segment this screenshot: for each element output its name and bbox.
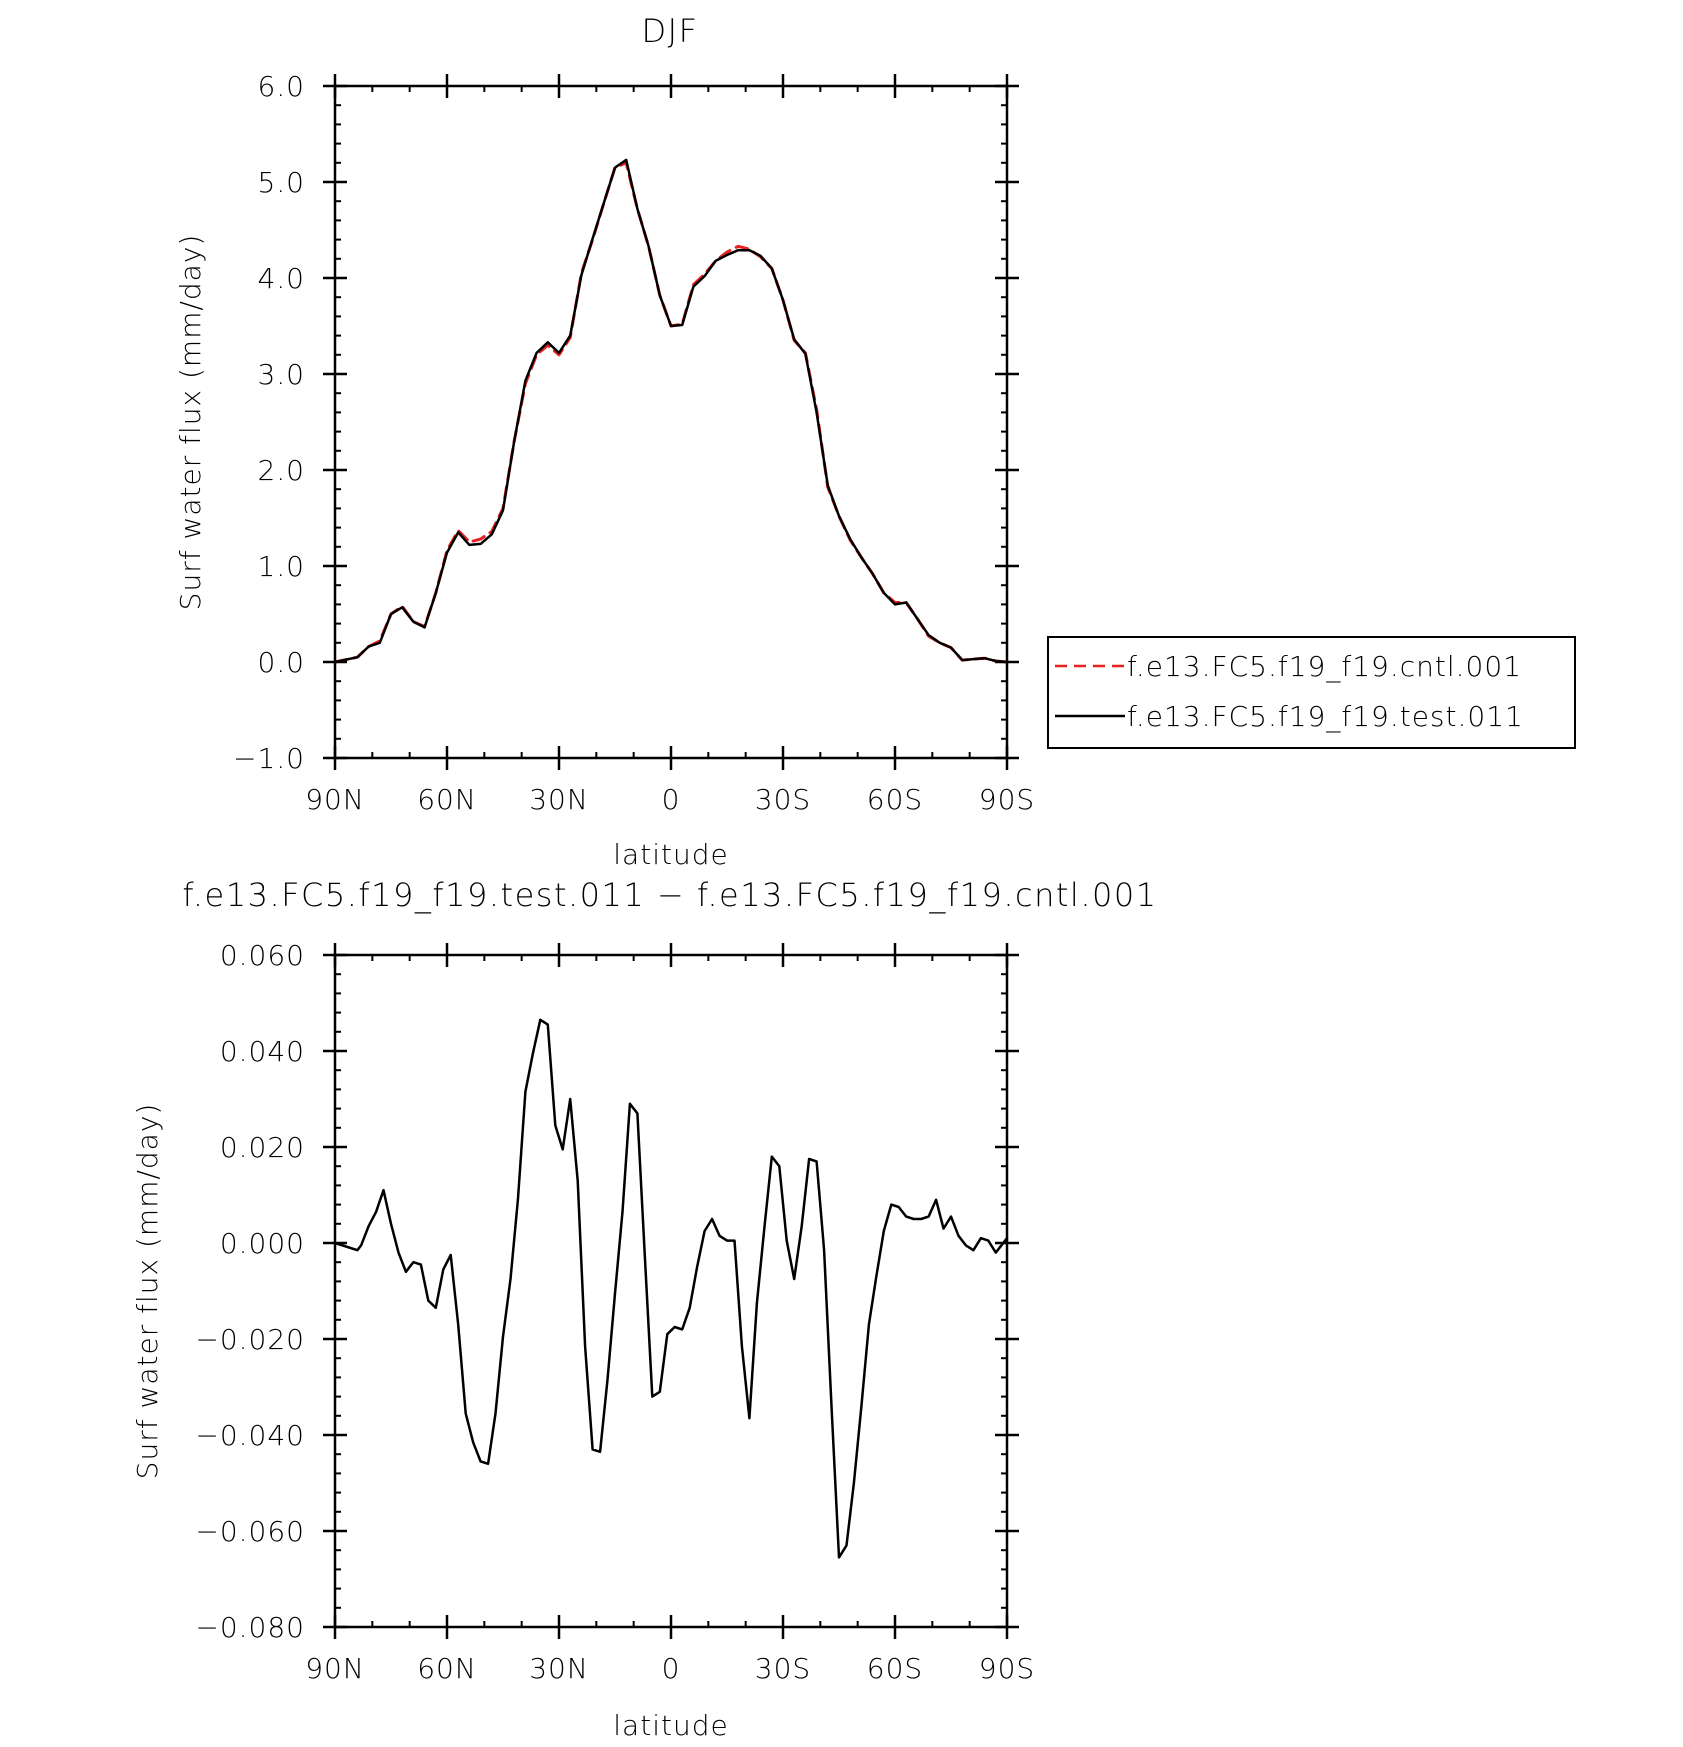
top-chart-x-tick-label: 90S — [979, 783, 1035, 816]
top-chart-y-tick-label: 0.0 — [257, 646, 305, 679]
top-chart-y-tick-label: 5.0 — [257, 166, 305, 199]
bottom-chart-x-tick-label: 0 — [662, 1652, 681, 1685]
bottom-chart-y-tick-label: 0.060 — [220, 939, 305, 972]
bottom-chart-x-tick-label: 60S — [867, 1652, 923, 1685]
top-chart-x-tick-label: 90N — [305, 783, 365, 816]
top-chart-series-group — [333, 158, 1009, 664]
top-chart-y-tick-label: 2.0 — [257, 454, 305, 487]
bottom-chart-y-tick-label: −0.040 — [195, 1419, 305, 1452]
bottom-chart-y-tick-label: −0.080 — [195, 1611, 305, 1644]
top-chart-ticks — [323, 74, 1019, 770]
bottom-chart-y-axis-label: Surf water flux (mm/day) — [131, 1103, 164, 1480]
bottom-chart-x-tick-label: 90N — [305, 1652, 365, 1685]
legend-box — [1047, 636, 1576, 749]
bottom-chart-series-line-0 — [333, 1018, 1009, 1559]
top-chart-y-axis-label: Surf water flux (mm/day) — [174, 234, 207, 611]
top-chart-y-tick-label: 1.0 — [257, 550, 305, 583]
bottom-chart-x-tick-label: 30S — [755, 1652, 811, 1685]
bottom-chart-y-tick-label: −0.020 — [195, 1323, 305, 1356]
legend-label-test: f.e13.FC5.f19_f19.test.011 — [1127, 700, 1524, 734]
legend: f.e13.FC5.f19_f19.cntl.001 f.e13.FC5.f19… — [1047, 636, 1576, 749]
top-chart-x-tick-label: 0 — [662, 783, 681, 816]
bottom-chart-y-tick-labels: −0.080 −0.060 −0.040 −0.020 0.000 0.020 0.040 0… — [195, 939, 305, 1644]
top-chart-y-tick-labels: −1.0 0.0 1.0 2.0 3.0 4.0 5.0 6.0 — [233, 70, 305, 775]
bottom-chart-ticks — [323, 943, 1019, 1639]
top-chart-frame — [333, 84, 1009, 760]
top-chart-x-tick-label: 60N — [417, 783, 477, 816]
bottom-chart-y-tick-label: 0.000 — [220, 1227, 305, 1260]
top-chart-x-tick-label: 30S — [755, 783, 811, 816]
bottom-chart-x-tick-label: 90S — [979, 1652, 1035, 1685]
bottom-chart-x-tick-label: 60N — [417, 1652, 477, 1685]
top-chart-y-tick-label: 6.0 — [257, 70, 305, 103]
top-chart-x-tick-label: 60S — [867, 783, 923, 816]
top-chart-x-tick-label: 30N — [529, 783, 589, 816]
bottom-chart-title: f.e13.FC5.f19_f19.test.011 − f.e13.FC5.f… — [182, 876, 1157, 914]
top-chart-y-tick-label: 4.0 — [257, 262, 305, 295]
bottom-chart-x-tick-label: 30N — [529, 1652, 589, 1685]
bottom-chart-x-tick-labels: 90N 60N 30N 0 30S 60S 90S — [305, 1652, 1035, 1685]
bottom-chart-y-tick-label: −0.060 — [195, 1515, 305, 1548]
bottom-chart-series-group — [333, 1018, 1009, 1559]
top-chart-x-tick-labels: 90N 60N 30N 0 30S 60S 90S — [305, 783, 1035, 816]
top-chart-y-tick-label: 3.0 — [257, 358, 305, 391]
bottom-chart-y-tick-label: 0.020 — [220, 1131, 305, 1164]
top-chart-panel: DJF −1.0 0.0 1.0 2.0 3.0 4.0 5.0 6.0 90N 60N 30N 0… — [174, 12, 1035, 871]
top-chart-y-tick-label: −1.0 — [233, 742, 305, 775]
bottom-chart-panel: f.e13.FC5.f19_f19.test.011 − f.e13.FC5.f… — [131, 876, 1157, 1742]
bottom-chart-frame — [333, 953, 1009, 1629]
legend-label-cntl: f.e13.FC5.f19_f19.cntl.001 — [1127, 650, 1522, 684]
top-chart-x-axis-label: latitude — [613, 838, 728, 871]
top-chart-series-line-0 — [333, 161, 1009, 664]
bottom-chart-y-tick-label: 0.040 — [220, 1035, 305, 1068]
top-chart-title: DJF — [642, 12, 699, 50]
top-chart-series-line-1 — [333, 158, 1009, 664]
bottom-chart-x-axis-label: latitude — [613, 1709, 728, 1742]
